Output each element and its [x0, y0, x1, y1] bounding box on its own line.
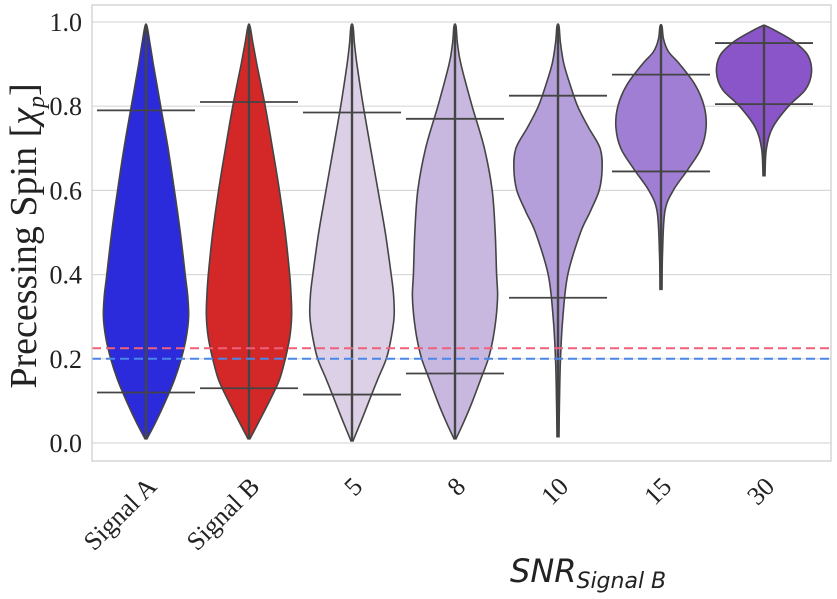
- y-tick-label: 1.0: [50, 8, 83, 37]
- y-tick-label: 0.4: [50, 261, 83, 290]
- x-axis-label: SNRSignal B: [510, 552, 666, 594]
- y-tick-label: 0.8: [50, 92, 83, 121]
- plot-frame: [91, 4, 832, 462]
- violins: [97, 23, 813, 442]
- y-tick-labels: 0.0 0.2 0.4 0.6 0.8 1.0: [50, 8, 83, 458]
- y-axis-label: Precessing Spin [χp]: [3, 83, 50, 388]
- y-tick-label: 0.6: [50, 176, 83, 205]
- y-tick-label: 0.2: [50, 345, 83, 374]
- y-tick-label: 0.0: [50, 429, 83, 458]
- reference-lines: [92, 347, 831, 360]
